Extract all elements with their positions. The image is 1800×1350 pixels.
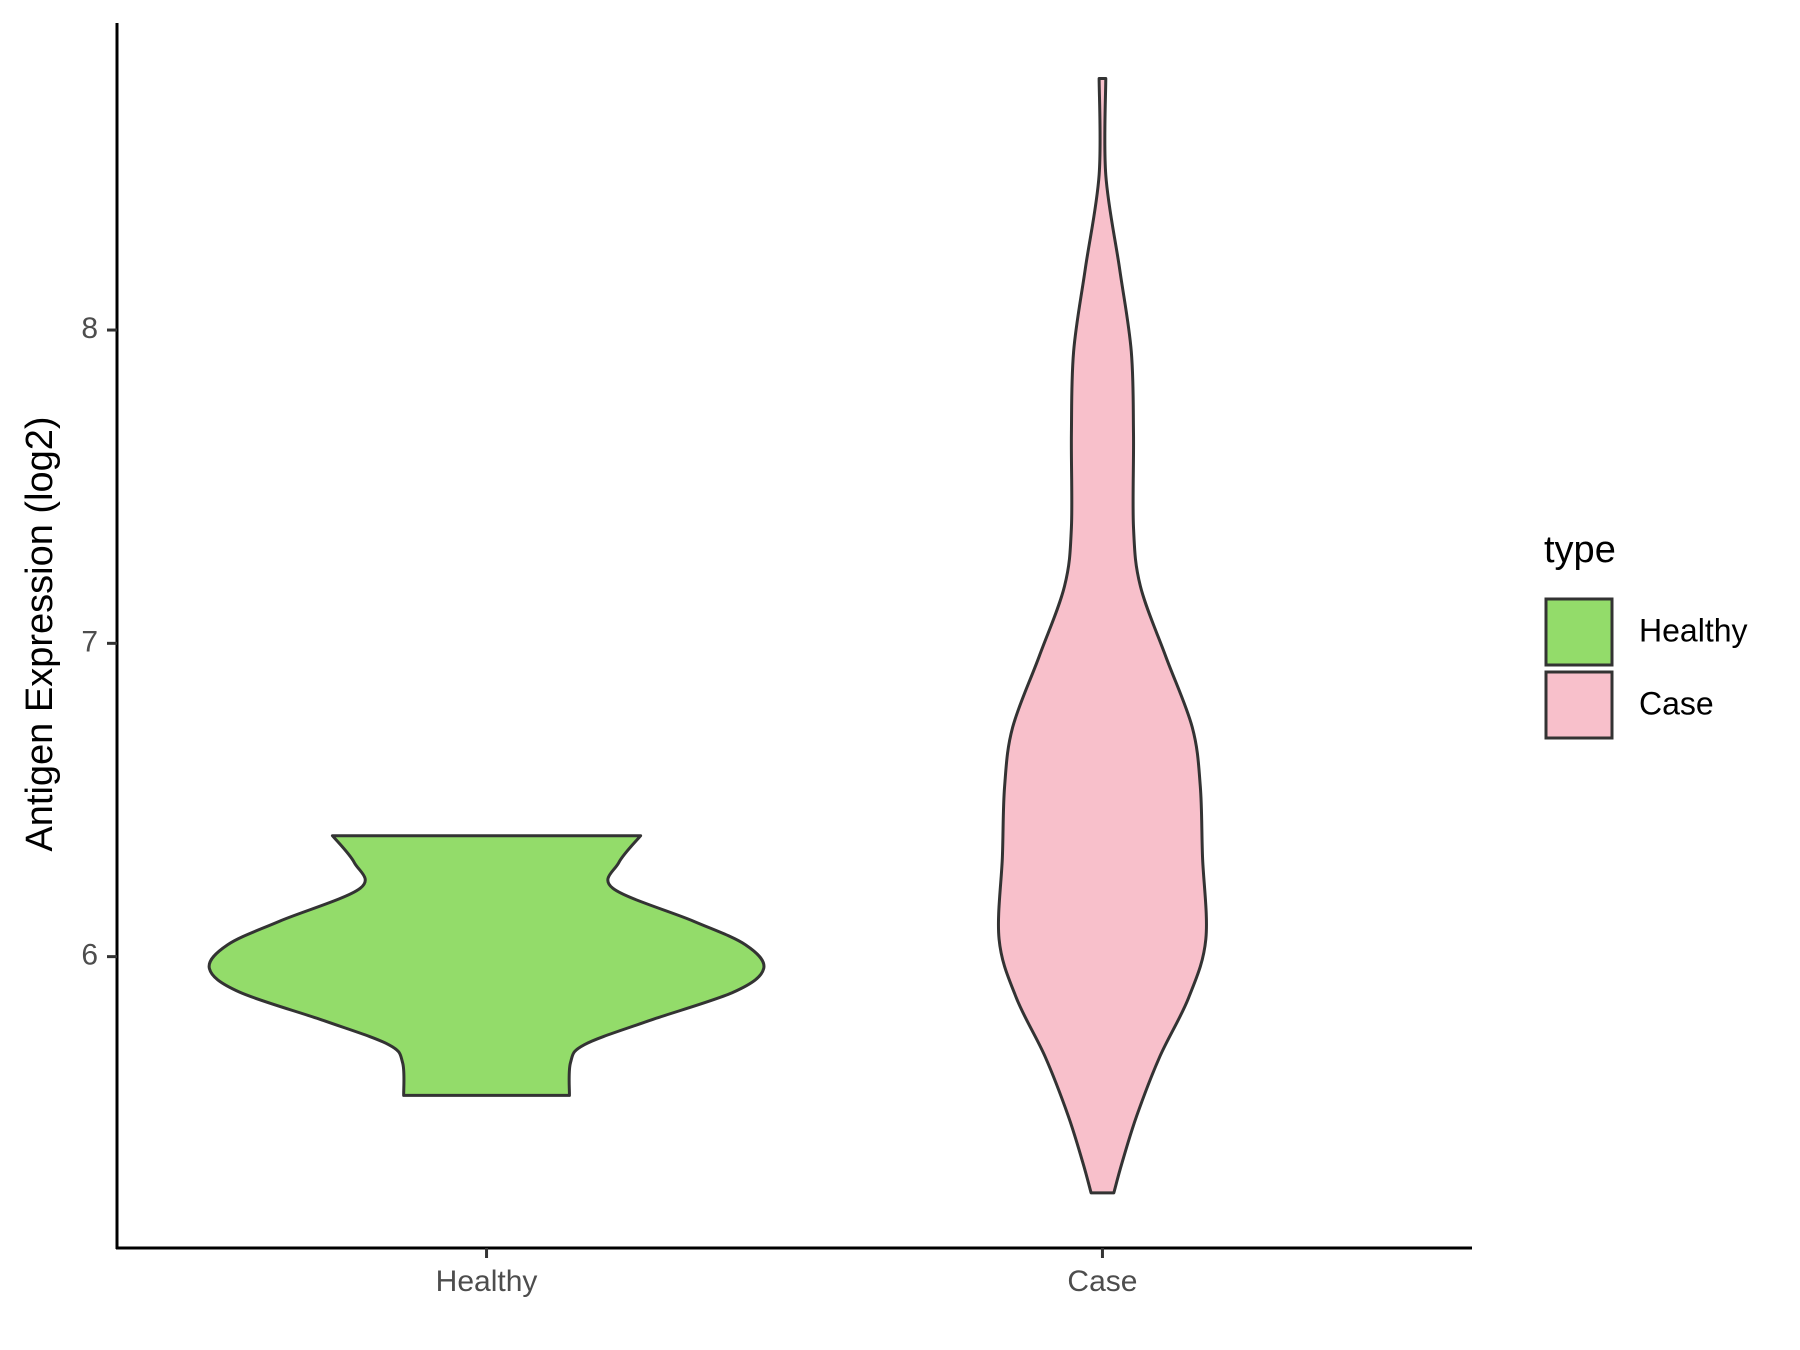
y-tick-label: 7 [81, 625, 98, 658]
violin [996, 76, 1208, 1195]
legend-title: type [1544, 529, 1616, 571]
legend-label: Healthy [1639, 612, 1748, 648]
x-tick-label: Healthy [436, 1265, 538, 1298]
legend-key [1544, 597, 1614, 667]
legend-key [1544, 670, 1614, 740]
y-axis-title: Antigen Expression (log2) [19, 416, 61, 851]
x-tick-label: Case [1067, 1265, 1137, 1298]
legend-label: Case [1639, 685, 1714, 721]
y-tick-label: 6 [81, 939, 98, 972]
violin [207, 834, 766, 1097]
y-tick-label: 8 [81, 312, 98, 345]
